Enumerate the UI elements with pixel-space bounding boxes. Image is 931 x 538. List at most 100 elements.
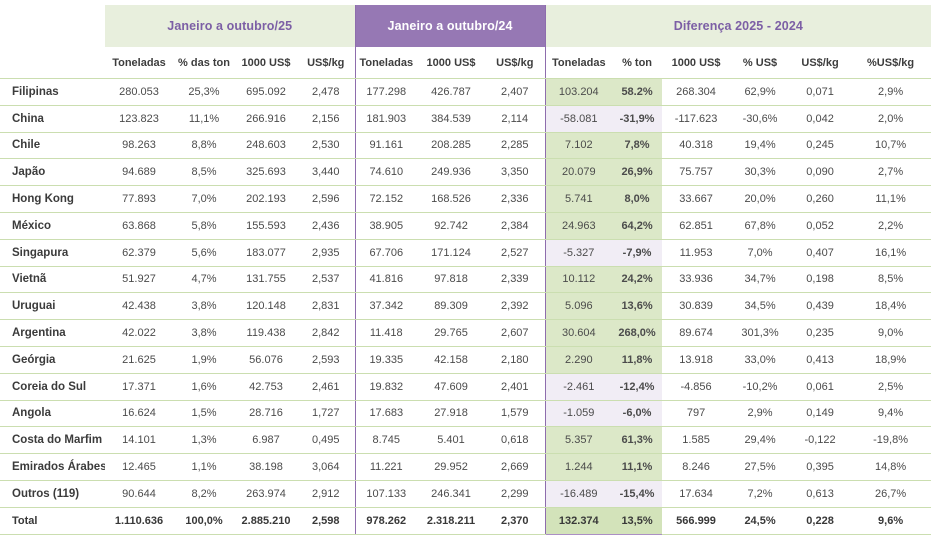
table-row: Filipinas 280.053 25,3% 695.092 2,478 177.298… [0, 78, 931, 106]
row-label: Geórgia [0, 346, 105, 374]
cell: 0,245 [790, 132, 851, 160]
cell: -16.489 [544, 480, 613, 508]
cell: -5.327 [544, 239, 613, 267]
cell: 38.198 [235, 453, 297, 481]
cell: 426.787 [417, 78, 486, 106]
cell: 75.757 [662, 158, 731, 187]
cell: -58.081 [544, 105, 613, 133]
cell: 33.936 [662, 266, 731, 294]
cell: 0,613 [790, 480, 851, 508]
cell: 92.742 [417, 212, 486, 240]
cell: 97.818 [417, 266, 486, 294]
cell: 2.318.211 [417, 507, 486, 535]
cell: 301,3% [730, 319, 791, 347]
cell: 24.963 [544, 212, 613, 240]
cell: 2,461 [297, 373, 356, 401]
cell: 0,071 [790, 78, 851, 106]
cell: -30,6% [730, 105, 791, 133]
cell: 24,2% [612, 266, 663, 294]
cell: 14.101 [105, 426, 173, 455]
cell: 67.706 [354, 239, 418, 267]
cell: 2,156 [297, 105, 356, 133]
cell: -4.856 [662, 373, 731, 401]
cell: 181.903 [354, 105, 418, 133]
cell: 183.077 [235, 239, 297, 267]
cell: 64,2% [612, 212, 663, 240]
cell: 10.112 [544, 266, 613, 294]
cell: 34,5% [730, 292, 791, 321]
cell: -0,122 [790, 426, 851, 455]
cell: 266.916 [235, 105, 297, 133]
cell: 9,6% [850, 507, 931, 535]
row-label: Angola [0, 400, 105, 428]
cell: 33.667 [662, 185, 731, 213]
table-row: Hong Kong 77.893 7,0% 202.193 2,596 72.152 168… [0, 185, 931, 213]
table-row: Geórgia 21.625 1,9% 56.076 2,593 19.335 42.158… [0, 346, 931, 374]
cell: 249.936 [417, 158, 486, 187]
cell: 51.927 [105, 266, 173, 294]
cell: 325.693 [235, 158, 297, 187]
cell: 1,727 [297, 400, 356, 428]
row-label: Emirados Árabes [0, 453, 105, 481]
cell: 18,9% [850, 346, 931, 374]
cell: 5.401 [417, 426, 486, 455]
cell: 24,5% [730, 507, 791, 535]
cell: 2,9% [730, 400, 791, 428]
cell: 202.193 [235, 185, 297, 213]
cell: 1,6% [173, 373, 235, 401]
cell: 132.374 [544, 507, 613, 535]
cell: 29.765 [417, 319, 486, 347]
cell: 3,8% [173, 292, 235, 321]
cell: 177.298 [354, 78, 418, 106]
row-label: Coreia do Sul [0, 373, 105, 401]
cell: 2,180 [485, 346, 546, 374]
cell: 0,413 [790, 346, 851, 374]
cell: 2,527 [485, 239, 546, 267]
cell: 248.603 [235, 132, 297, 160]
cell: 208.285 [417, 132, 486, 160]
cell: 19.832 [354, 373, 418, 401]
cell: -15,4% [612, 480, 663, 508]
table-row: Vietnã 51.927 4,7% 131.755 2,537 41.816 97.818… [0, 266, 931, 294]
cell: 0,052 [790, 212, 851, 240]
cell: 0,061 [790, 373, 851, 401]
cell: 8,2% [173, 480, 235, 508]
table-row: Argentina 42.022 3,8% 119.438 2,842 11.418 29.… [0, 319, 931, 347]
cell: 61,3% [612, 426, 663, 455]
cell: 42.022 [105, 319, 173, 347]
cell: 29.952 [417, 453, 486, 481]
cell: 11,8% [612, 346, 663, 374]
cell: 5,6% [173, 239, 235, 267]
column-header: % das ton [173, 47, 235, 79]
cell: 2,384 [485, 212, 546, 240]
cell: 2,299 [485, 480, 546, 508]
cell: 77.893 [105, 185, 173, 213]
cell: 67,8% [730, 212, 791, 240]
cell: 30,3% [730, 158, 791, 187]
group-header-1: Janeiro a outubro/25 [105, 5, 356, 47]
cell: 19,4% [730, 132, 791, 160]
cell: 13.918 [662, 346, 731, 374]
cell: 0,439 [790, 292, 851, 321]
cell: 11.418 [354, 319, 418, 347]
row-label: China [0, 105, 105, 133]
cell: 56.076 [235, 346, 297, 374]
cell: 280.053 [105, 78, 173, 106]
cell: 2,478 [297, 78, 356, 106]
cell: 2,436 [297, 212, 356, 240]
cell: 37.342 [354, 292, 418, 321]
cell: 90.644 [105, 480, 173, 508]
row-label: Costa do Marfim [0, 426, 105, 455]
cell: 0,407 [790, 239, 851, 267]
cell: 3,064 [297, 453, 356, 481]
row-label: Filipinas [0, 78, 105, 106]
cell: 8,5% [173, 158, 235, 187]
cell: 42.753 [235, 373, 297, 401]
cell: 11.953 [662, 239, 731, 267]
cell: 2,912 [297, 480, 356, 508]
cell: 0,198 [790, 266, 851, 294]
country-column-header [0, 47, 105, 79]
column-header: Toneladas [354, 47, 418, 79]
group-header-3: Diferença 2025 - 2024 [544, 5, 931, 47]
cell: 2,336 [485, 185, 546, 213]
